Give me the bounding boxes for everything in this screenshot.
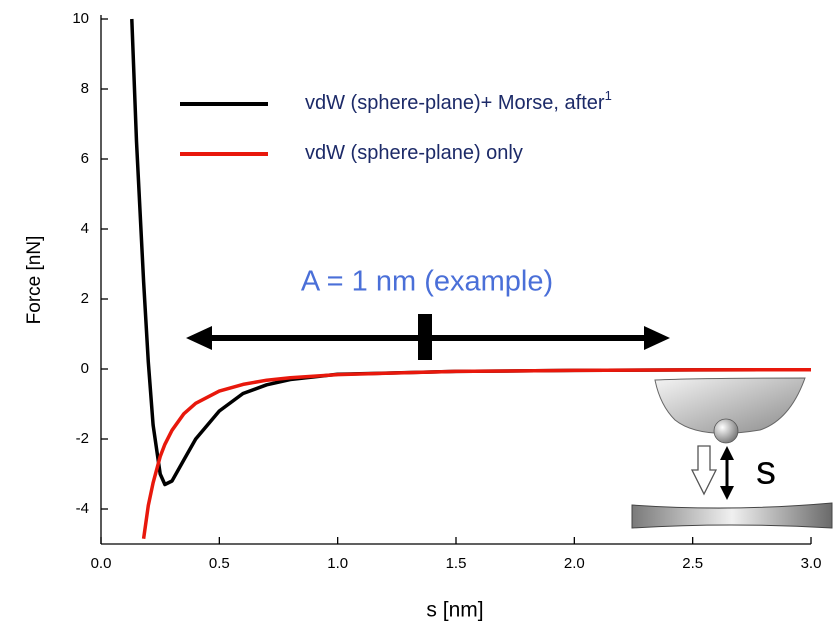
x-tick-label: 3.0 — [801, 555, 822, 572]
x-tick-label: 2.5 — [682, 555, 703, 572]
y-tick-label: 0 — [81, 360, 89, 377]
x-tick-label: 2.0 — [564, 555, 585, 572]
x-tick-label: 0.0 — [91, 555, 112, 572]
y-tick-label: 6 — [81, 150, 89, 167]
legend-label: vdW (sphere-plane)+ Morse, after1 — [305, 88, 612, 114]
legend-label: vdW (sphere-plane) only — [305, 142, 523, 164]
inset-label: s — [756, 449, 776, 493]
x-tick-label: 1.5 — [446, 555, 467, 572]
series-line — [141, 367, 812, 540]
y-tick-label: 10 — [72, 10, 89, 27]
x-tick-label: 1.0 — [327, 555, 348, 572]
legend-text: vdW (sphere-plane)+ Morse, after — [305, 92, 605, 114]
y-tick-label: 8 — [81, 80, 89, 97]
amplitude-arrow — [186, 314, 670, 360]
y-tick-label: -4 — [76, 500, 89, 517]
plot-area — [130, 18, 812, 540]
annotation: A = 1 nm (example) — [301, 266, 553, 298]
y-axis-label: Force [nN] — [24, 236, 45, 325]
inset-drawing — [631, 377, 833, 529]
x-axis-label: s [nm] — [426, 599, 483, 622]
y-tick-label: -2 — [76, 430, 89, 447]
x-tick-label: 0.5 — [209, 555, 230, 572]
legend-text: vdW (sphere-plane) only — [305, 142, 523, 164]
y-tick-label: 2 — [81, 290, 89, 307]
y-tick-label: 4 — [81, 220, 89, 237]
legend-footnote: 1 — [605, 88, 612, 103]
